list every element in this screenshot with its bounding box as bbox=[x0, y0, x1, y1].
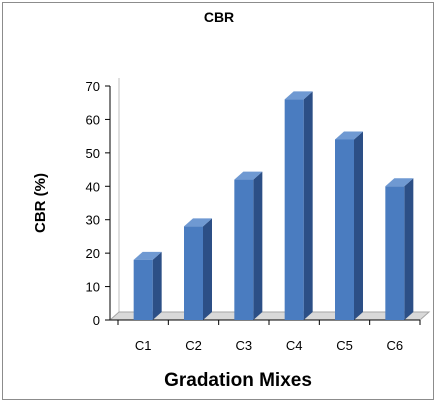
y-tick-label: 60 bbox=[86, 112, 100, 127]
bar-c1 bbox=[133, 251, 162, 320]
y-axis-label: CBR (%) bbox=[32, 173, 49, 233]
y-tick-label: 0 bbox=[93, 313, 100, 328]
bar-front-face bbox=[234, 179, 254, 320]
bar-top-face bbox=[133, 251, 162, 260]
bar-top-face bbox=[385, 178, 414, 187]
bar-c6 bbox=[385, 178, 414, 320]
bar-side-face bbox=[253, 171, 263, 320]
chart-title: CBR bbox=[204, 9, 234, 25]
y-tick-label: 30 bbox=[86, 213, 100, 228]
y-tick-label: 10 bbox=[86, 280, 100, 295]
bar-side-face bbox=[203, 218, 212, 320]
bar-c4 bbox=[284, 91, 313, 320]
bar-side-face bbox=[354, 131, 363, 320]
bar-front-face bbox=[385, 186, 405, 320]
bar-c2 bbox=[184, 218, 212, 320]
x-tick-label: C6 bbox=[387, 338, 404, 353]
bar-side-face bbox=[303, 91, 313, 320]
x-tick-label: C4 bbox=[286, 338, 303, 353]
bar-series bbox=[133, 91, 414, 320]
y-tick-label: 50 bbox=[86, 146, 100, 161]
bar-front-face bbox=[133, 259, 153, 320]
bar-c3 bbox=[234, 171, 263, 320]
bar-front-face bbox=[184, 226, 203, 320]
y-tick-labels: 0 10 20 30 40 50 60 70 bbox=[86, 79, 110, 328]
y-tick-label: 70 bbox=[86, 79, 100, 94]
bar-top-face bbox=[234, 171, 263, 180]
bar-side-face bbox=[404, 178, 414, 320]
x-tick-label: C3 bbox=[236, 338, 253, 353]
x-axis-label: Gradation Mixes bbox=[164, 370, 312, 391]
bar-top-face bbox=[284, 91, 313, 100]
x-tick-label: C2 bbox=[185, 338, 202, 353]
x-tick-label: C5 bbox=[336, 338, 353, 353]
bar-top-face bbox=[335, 131, 363, 140]
y-tick-label: 40 bbox=[86, 179, 100, 194]
y-tick-label: 20 bbox=[86, 246, 100, 261]
bar-c5 bbox=[335, 131, 363, 320]
bar-side-face bbox=[152, 251, 162, 320]
bar-front-face bbox=[284, 99, 304, 320]
bar-front-face bbox=[335, 139, 354, 320]
bar-top-face bbox=[184, 218, 212, 227]
x-tick-label: C1 bbox=[135, 338, 152, 353]
x-category-labels: C1 C2 C3 C4 C5 C6 bbox=[117, 320, 421, 353]
